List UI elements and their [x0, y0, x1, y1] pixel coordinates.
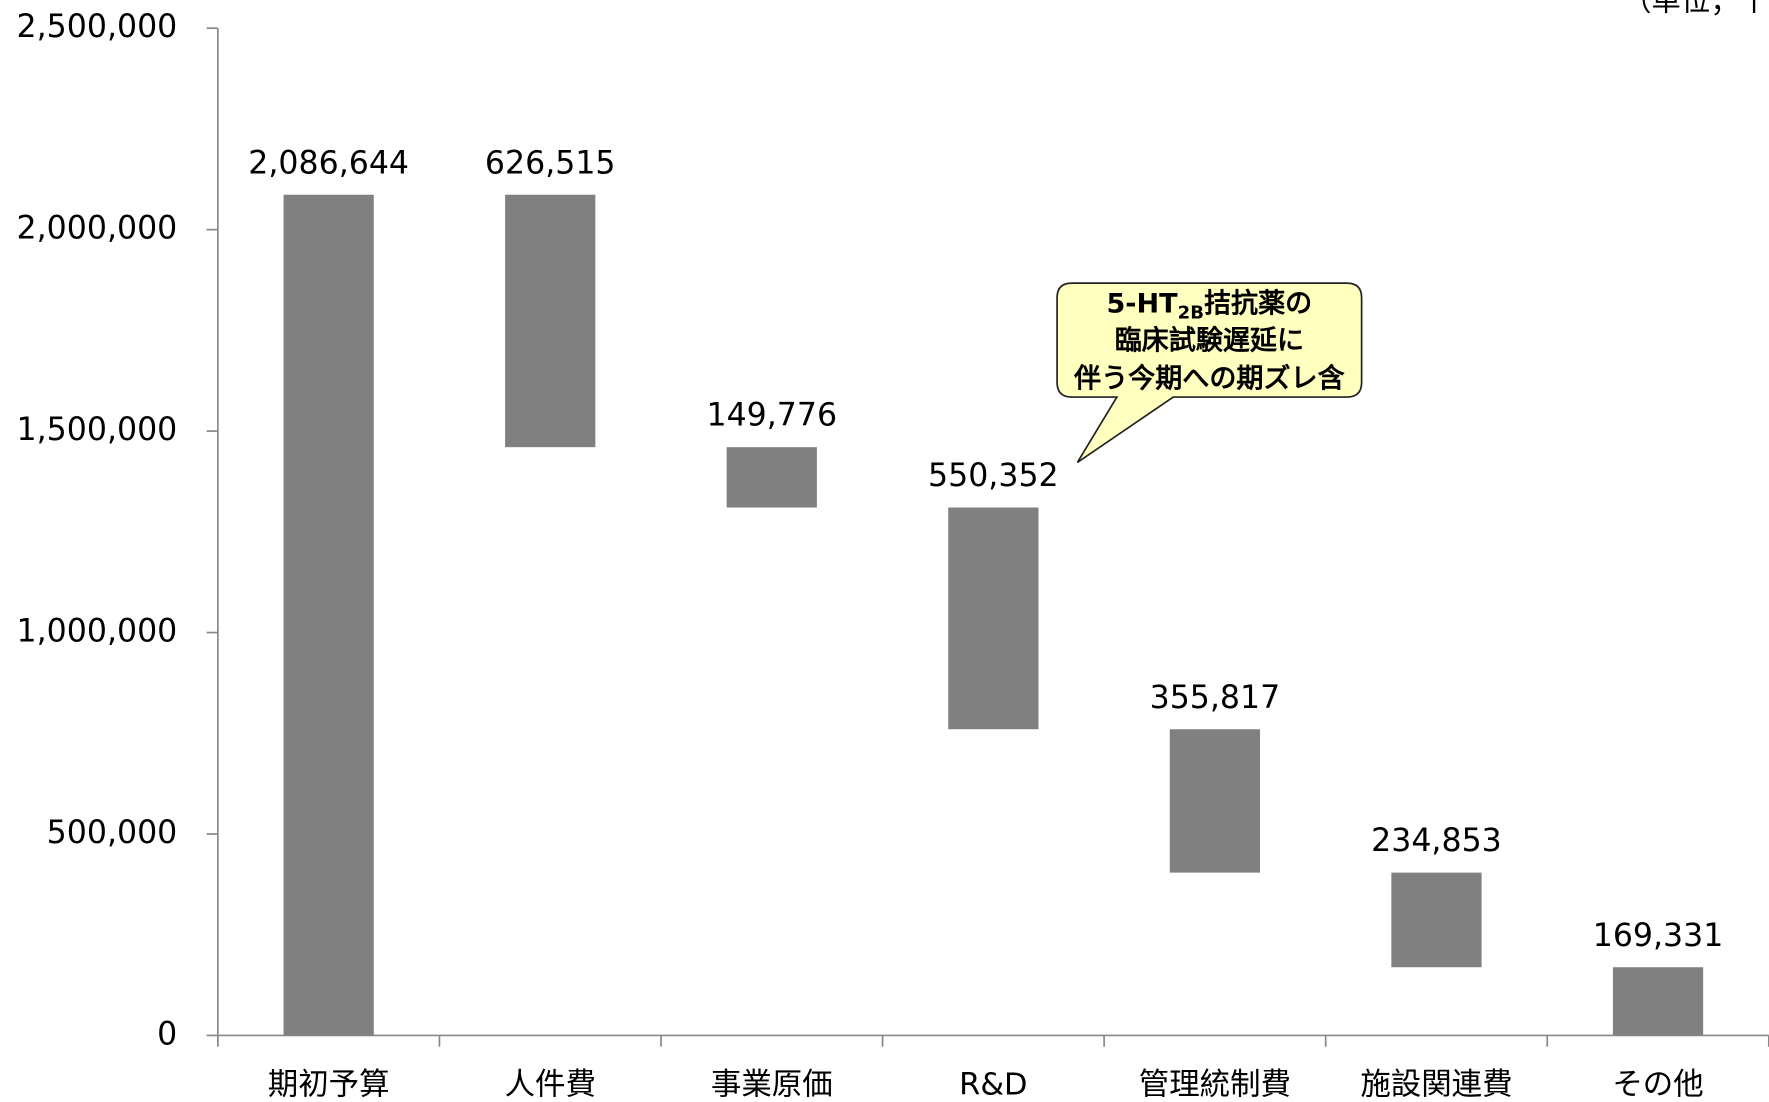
- y-tick-label: 500,000: [47, 815, 178, 851]
- x-tick-label: 施設関連費: [1360, 1068, 1512, 1102]
- x-tick-label: 事業原価: [711, 1068, 833, 1102]
- value-label: 149,776: [706, 398, 837, 434]
- x-tick-label: R&D: [959, 1068, 1027, 1102]
- y-tick-label: 0: [157, 1016, 177, 1052]
- bar: [1391, 872, 1482, 968]
- value-label: 2,086,644: [248, 145, 409, 181]
- x-tick-label: 管理統制費: [1139, 1068, 1291, 1102]
- unit-note: （単位；千: [1622, 0, 1769, 17]
- x-tick-label: 期初予算: [268, 1068, 390, 1102]
- y-tick-label: 1,500,000: [17, 412, 178, 448]
- callout-subscript: 2B: [1178, 303, 1204, 324]
- x-tick-label: その他: [1612, 1068, 1703, 1102]
- value-label: 234,853: [1371, 823, 1502, 859]
- bar: [505, 194, 596, 448]
- bar: [1612, 967, 1704, 1036]
- y-tick-label: 2,500,000: [17, 9, 178, 45]
- y-tick-label: 2,000,000: [17, 211, 178, 247]
- bar: [1169, 729, 1261, 873]
- value-label: 626,515: [485, 145, 616, 181]
- callout-line: 伴う今期への期ズレ含: [1073, 363, 1346, 395]
- value-label: 169,331: [1593, 918, 1724, 954]
- value-label: 355,817: [1150, 680, 1281, 716]
- value-label: 550,352: [928, 458, 1059, 494]
- callout-line: 臨床試験遅延に: [1115, 324, 1304, 356]
- y-tick-label: 1,000,000: [17, 614, 178, 650]
- callout-prefix: 5-HT: [1106, 288, 1178, 319]
- callout-bubble: [1056, 282, 1363, 464]
- bar: [726, 447, 817, 508]
- callout-rest: 拮抗薬の: [1204, 287, 1312, 319]
- callout-line: 5-HT2B拮抗薬の: [1106, 287, 1312, 324]
- x-tick-label: 人件費: [505, 1068, 596, 1102]
- bar: [948, 507, 1039, 730]
- bar: [283, 194, 374, 1036]
